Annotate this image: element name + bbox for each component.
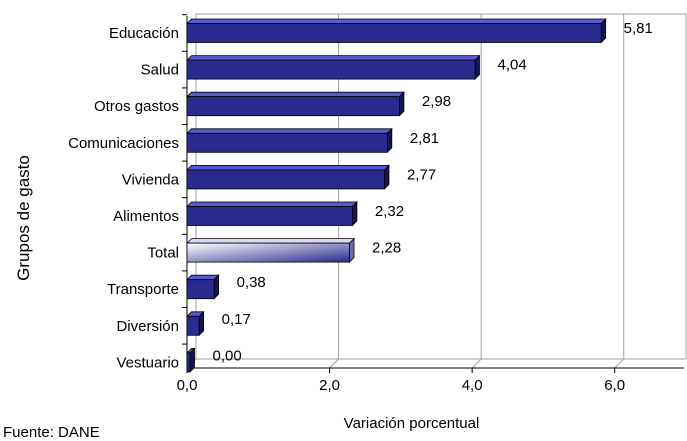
value-label: 0,38	[237, 274, 266, 291]
bar-group	[186, 127, 393, 154]
bar	[186, 23, 602, 43]
bar	[186, 96, 400, 117]
bar-side-face	[198, 310, 205, 337]
bar-side-face	[384, 164, 390, 190]
category-label: Alimentos	[113, 208, 179, 225]
category-label: Comunicaciones	[68, 135, 179, 152]
gridline-floor	[614, 358, 625, 369]
category-label: Educación	[109, 25, 179, 42]
value-label: 2,28	[372, 240, 401, 257]
bar	[186, 315, 200, 336]
category-label: Total	[147, 245, 179, 262]
bar-top-face	[186, 164, 390, 171]
bar-top-face	[186, 238, 355, 244]
bar-side-face	[474, 54, 480, 81]
x-tick-label: 2,0	[319, 377, 340, 394]
bar-side-face	[349, 237, 355, 264]
value-label: 0,17	[222, 311, 251, 328]
bar-total	[186, 242, 350, 263]
y-axis-label: Grupos de gasto	[14, 155, 33, 281]
bar-group	[186, 347, 196, 373]
category-label: Transporte	[107, 281, 179, 298]
value-label: 2,77	[407, 166, 436, 183]
category-label: Otros gastos	[94, 98, 179, 115]
category-label: Diversión	[116, 318, 179, 335]
bar	[186, 206, 353, 226]
gridline-floor	[471, 358, 482, 369]
bar-top-face	[186, 128, 393, 134]
x-tick-label: 6,0	[604, 377, 625, 394]
bars	[186, 18, 607, 373]
bar-side-face	[399, 91, 405, 117]
bar	[186, 279, 215, 300]
bar	[186, 169, 385, 190]
bar-side-face	[386, 127, 393, 154]
x-axis-label: Variación porcentual	[344, 415, 480, 432]
bar-top-face	[186, 91, 405, 98]
bar-top-face	[186, 274, 220, 281]
gridline-floor	[329, 358, 339, 369]
bar-top-face	[186, 55, 481, 61]
category-label: Vestuario	[116, 354, 179, 371]
bar-group	[186, 237, 355, 264]
value-label: 2,81	[410, 130, 439, 147]
x-tick-label: 0,0	[177, 377, 198, 394]
bar-top-face	[186, 18, 607, 24]
source-footnote: Fuente: DANE	[3, 424, 100, 441]
bar-group	[186, 54, 481, 81]
bar-group	[186, 310, 205, 337]
labels: Educación 5,81 Salud 4,04 Otros gastos 2,98 Co…	[68, 20, 653, 371]
value-label: 0,00	[213, 347, 242, 364]
bar-side-face	[600, 18, 607, 44]
value-label: 2,98	[422, 93, 451, 110]
bar-top-face	[186, 201, 358, 207]
bar-group	[186, 201, 358, 227]
bar	[186, 132, 388, 153]
value-label: 5,81	[624, 20, 653, 37]
bar	[186, 59, 476, 80]
bar-side-face	[213, 274, 219, 300]
value-label: 2,32	[375, 203, 404, 220]
bar-group	[186, 164, 390, 190]
category-label: Salud	[141, 62, 179, 79]
axes: 0,0 2,0 4,0 6,0	[177, 14, 684, 394]
category-label: Vivienda	[122, 171, 180, 188]
bar-group	[186, 18, 607, 44]
bar	[186, 352, 191, 373]
bar-side-face	[351, 201, 358, 227]
x-tick-label: 4,0	[462, 377, 483, 394]
bar-group	[186, 91, 405, 117]
value-label: 4,04	[497, 57, 526, 74]
bar-group	[186, 274, 220, 300]
bar-side-face	[189, 347, 195, 373]
